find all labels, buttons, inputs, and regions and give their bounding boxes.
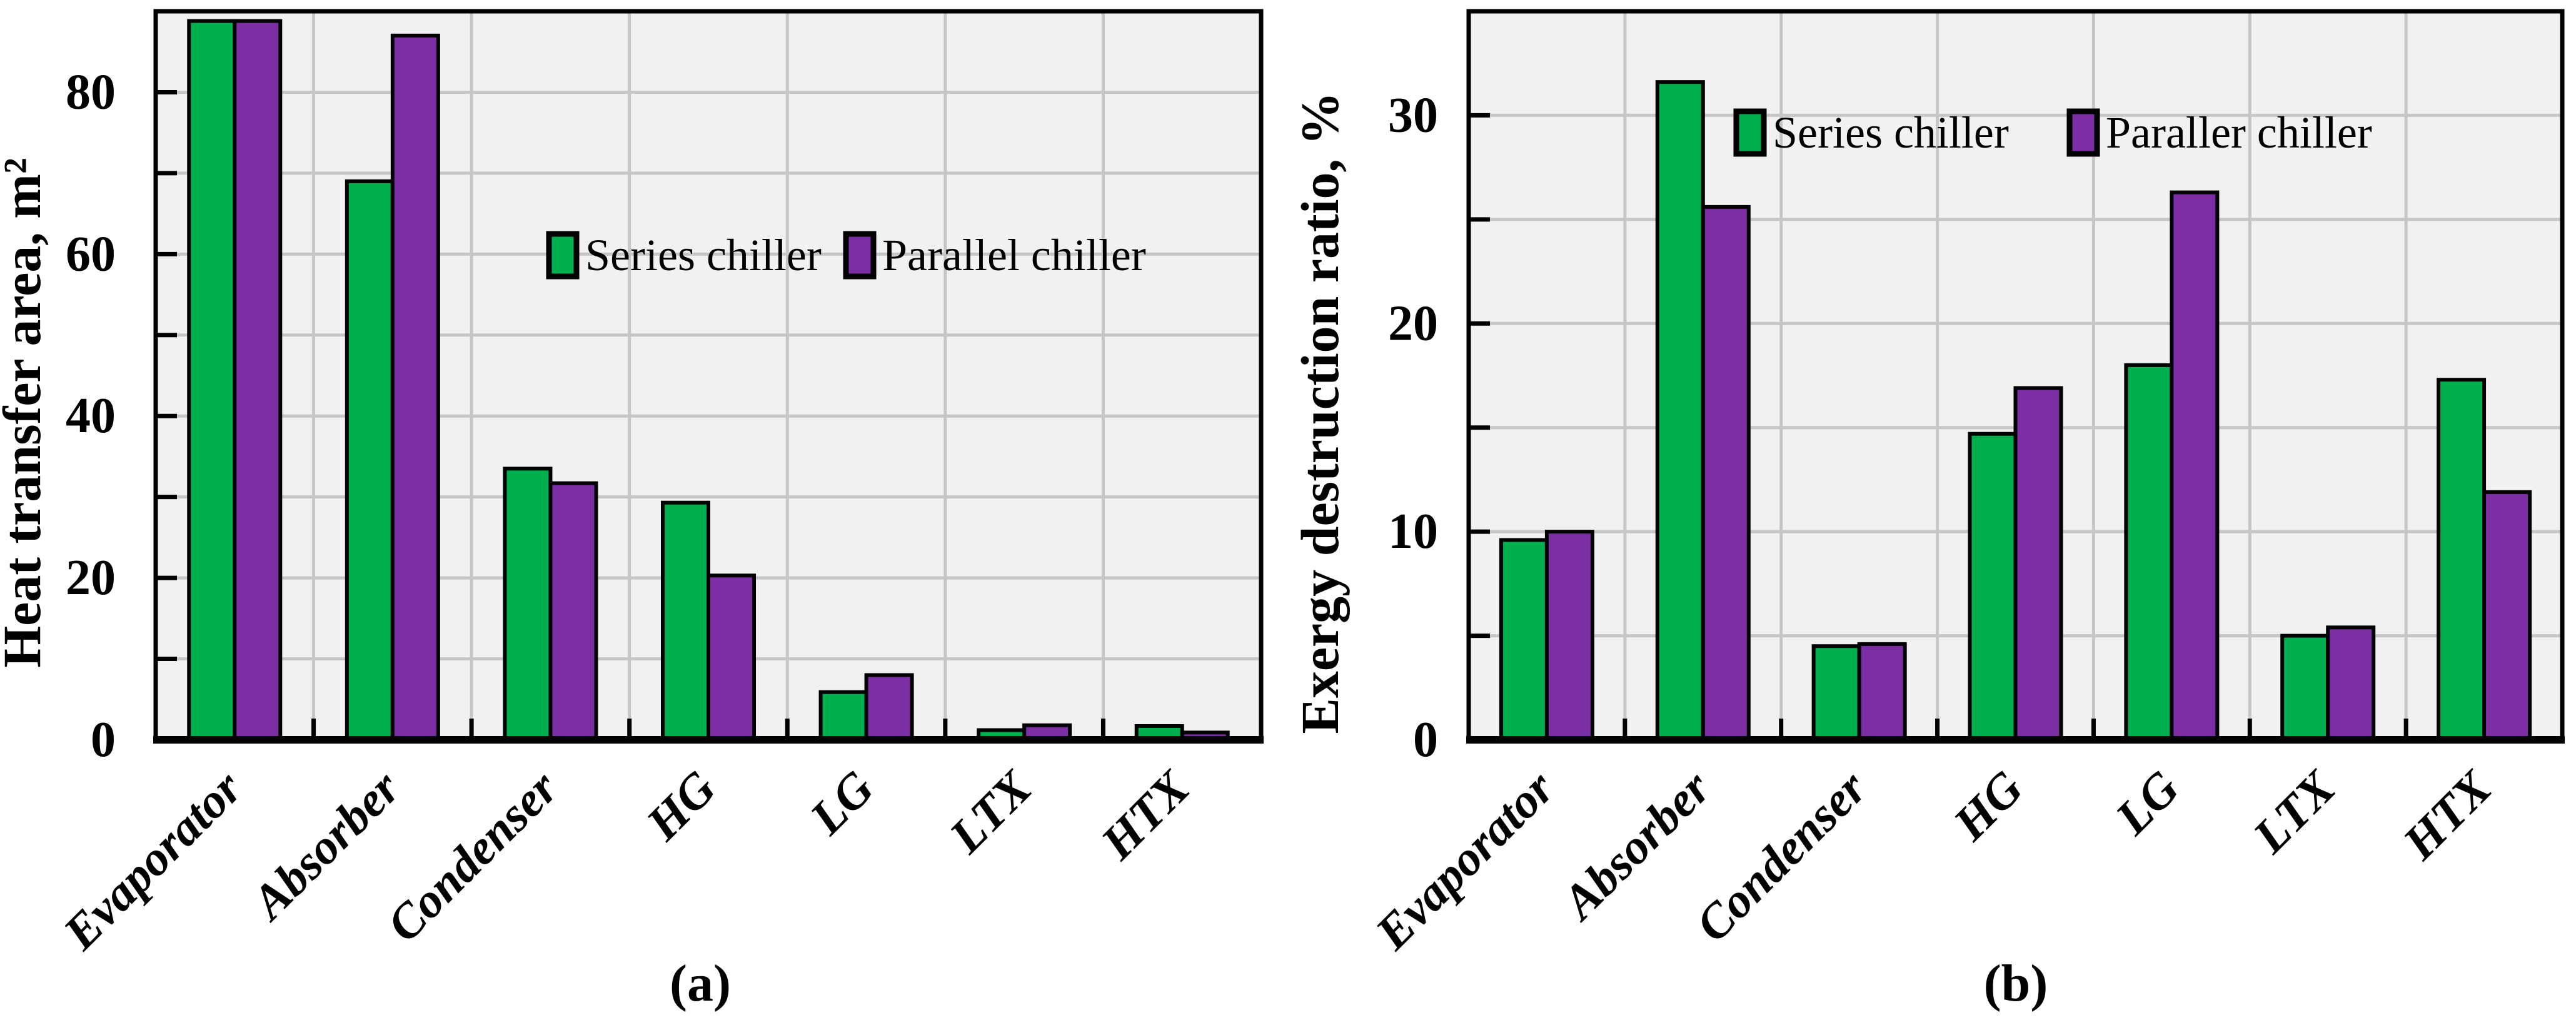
category-label-condenser: Condenser	[1685, 760, 1877, 952]
bar-paraller-chiller-absorber	[1701, 205, 1751, 742]
bar-series-chiller-lg	[818, 690, 868, 742]
legend-swatch-parallel-chiller	[843, 231, 877, 280]
panel-caption-b: (b)	[1984, 954, 2048, 1012]
chart-a: 0 20 40 60 80 Heat transfer area, m² Evaporato…	[0, 9, 1264, 1012]
bar-parallel-chiller-condenser	[548, 481, 598, 742]
category-label-ltx: LTX	[938, 759, 1043, 864]
legend-label-series-chiller: Series chiller	[1773, 108, 2009, 158]
bar-parallel-chiller-lg	[864, 673, 914, 742]
y-axis-title: Exergy destruction ratio, %	[1290, 91, 1350, 734]
legend: Series chiller Parallel chiller	[546, 230, 1146, 280]
bar-series-chiller-condenser	[1811, 644, 1861, 742]
bar-series-chiller-hg	[661, 500, 710, 742]
bar-series-chiller-htx	[2437, 378, 2487, 742]
y-tick-label-20: 20	[1388, 296, 1438, 351]
bar-series-chiller-evaporator	[187, 19, 237, 742]
bar-series-chiller-absorber	[1655, 80, 1705, 742]
bar-series-chiller-absorber	[345, 179, 395, 742]
category-label-hg: HG	[1943, 760, 2033, 851]
bar-parallel-chiller-evaporator	[233, 19, 283, 742]
bar-series-chiller-ltx	[2280, 634, 2330, 742]
category-label-htx: HTX	[1090, 759, 1200, 870]
legend-swatch-series-chiller	[546, 231, 580, 280]
category-label-lg: LG	[799, 760, 884, 846]
panel-b-exergy-destruction-ratio: 0 10 20 30 Exergy destruction ratio, % Evapor…	[1288, 0, 2576, 1020]
bar-paraller-chiller-lg	[2170, 190, 2220, 742]
y-axis-title: Heat transfer area, m²	[0, 158, 52, 667]
category-label-evaporator: Evaporator	[1364, 760, 1564, 960]
bar-series-chiller-lg	[2124, 363, 2174, 742]
bar-paraller-chiller-condenser	[1857, 642, 1907, 742]
panel-caption-a: (a)	[670, 954, 731, 1012]
y-tick-label-0: 0	[1413, 712, 1438, 767]
category-label-hg: HG	[635, 760, 726, 851]
bar-paraller-chiller-htx	[2482, 490, 2532, 742]
y-tick-label-30: 30	[1388, 88, 1438, 143]
category-label-condenser: Condenser	[376, 760, 568, 952]
y-tick-label-80: 80	[66, 64, 116, 119]
category-label-lg: LG	[2105, 760, 2190, 846]
chart-b: 0 10 20 30 Exergy destruction ratio, %Evapor…	[1290, 9, 2565, 1012]
y-tick-label-10: 10	[1388, 504, 1438, 559]
legend-label-series-chiller: Series chiller	[585, 230, 822, 280]
bar-series-chiller-evaporator	[1499, 538, 1549, 742]
category-label-ltx: LTX	[2242, 759, 2347, 864]
bar-paraller-chiller-ltx	[2326, 625, 2376, 742]
y-tick-label-20: 20	[66, 550, 116, 605]
bars	[187, 19, 1230, 742]
category-label-htx: HTX	[2392, 759, 2502, 870]
legend-label-paraller-chiller: Paraller chiller	[2106, 108, 2372, 158]
legend-swatch-series-chiller	[1733, 108, 1767, 157]
panel-a-heat-transfer-area: 0 20 40 60 80 Heat transfer area, m² Evaporato…	[0, 9, 1264, 1012]
bar-series-chiller-condenser	[503, 467, 553, 742]
bar-series-chiller-hg	[1968, 432, 2018, 742]
legend-label-parallel-chiller: Parallel chiller	[882, 230, 1146, 280]
bar-paraller-chiller-hg	[2013, 386, 2063, 742]
bar-paraller-chiller-evaporator	[1544, 530, 1594, 742]
bar-parallel-chiller-hg	[707, 573, 756, 742]
y-tick-label-60: 60	[66, 226, 116, 281]
legend: Series chiller Paraller chiller	[1733, 108, 2372, 158]
legend-swatch-paraller-chiller	[2066, 108, 2100, 157]
y-tick-label-0: 0	[91, 712, 116, 767]
category-label-evaporator: Evaporator	[53, 760, 253, 960]
bar-parallel-chiller-absorber	[390, 33, 440, 742]
y-tick-label-40: 40	[66, 388, 116, 443]
